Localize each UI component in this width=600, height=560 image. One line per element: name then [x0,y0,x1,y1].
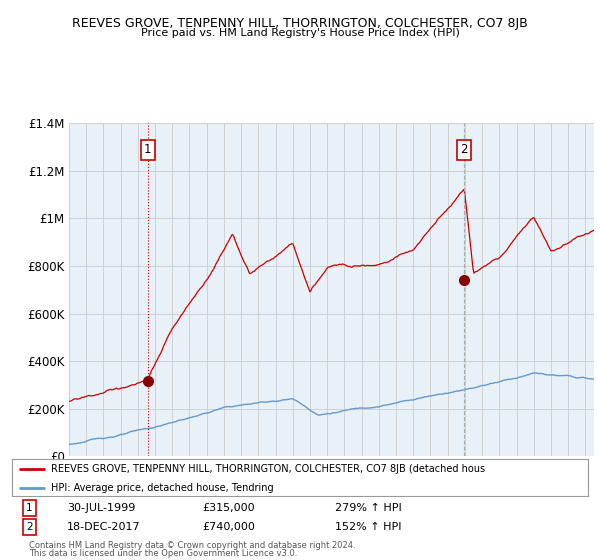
Text: REEVES GROVE, TENPENNY HILL, THORRINGTON, COLCHESTER, CO7 8JB (detached hous: REEVES GROVE, TENPENNY HILL, THORRINGTON… [51,464,485,474]
Text: 1: 1 [26,503,32,512]
Text: 18-DEC-2017: 18-DEC-2017 [67,522,140,532]
Text: £740,000: £740,000 [202,522,255,532]
Text: REEVES GROVE, TENPENNY HILL, THORRINGTON, COLCHESTER, CO7 8JB: REEVES GROVE, TENPENNY HILL, THORRINGTON… [72,17,528,30]
Text: 152% ↑ HPI: 152% ↑ HPI [335,522,401,532]
Text: This data is licensed under the Open Government Licence v3.0.: This data is licensed under the Open Gov… [29,549,298,558]
Text: 1: 1 [144,143,151,156]
Text: 30-JUL-1999: 30-JUL-1999 [67,503,135,512]
Text: 2: 2 [26,522,32,532]
Text: Contains HM Land Registry data © Crown copyright and database right 2024.: Contains HM Land Registry data © Crown c… [29,540,356,549]
Text: 2: 2 [460,143,468,156]
Text: Price paid vs. HM Land Registry's House Price Index (HPI): Price paid vs. HM Land Registry's House … [140,28,460,38]
Text: HPI: Average price, detached house, Tendring: HPI: Average price, detached house, Tend… [51,483,274,493]
Text: £315,000: £315,000 [202,503,255,512]
Text: 279% ↑ HPI: 279% ↑ HPI [335,503,401,512]
